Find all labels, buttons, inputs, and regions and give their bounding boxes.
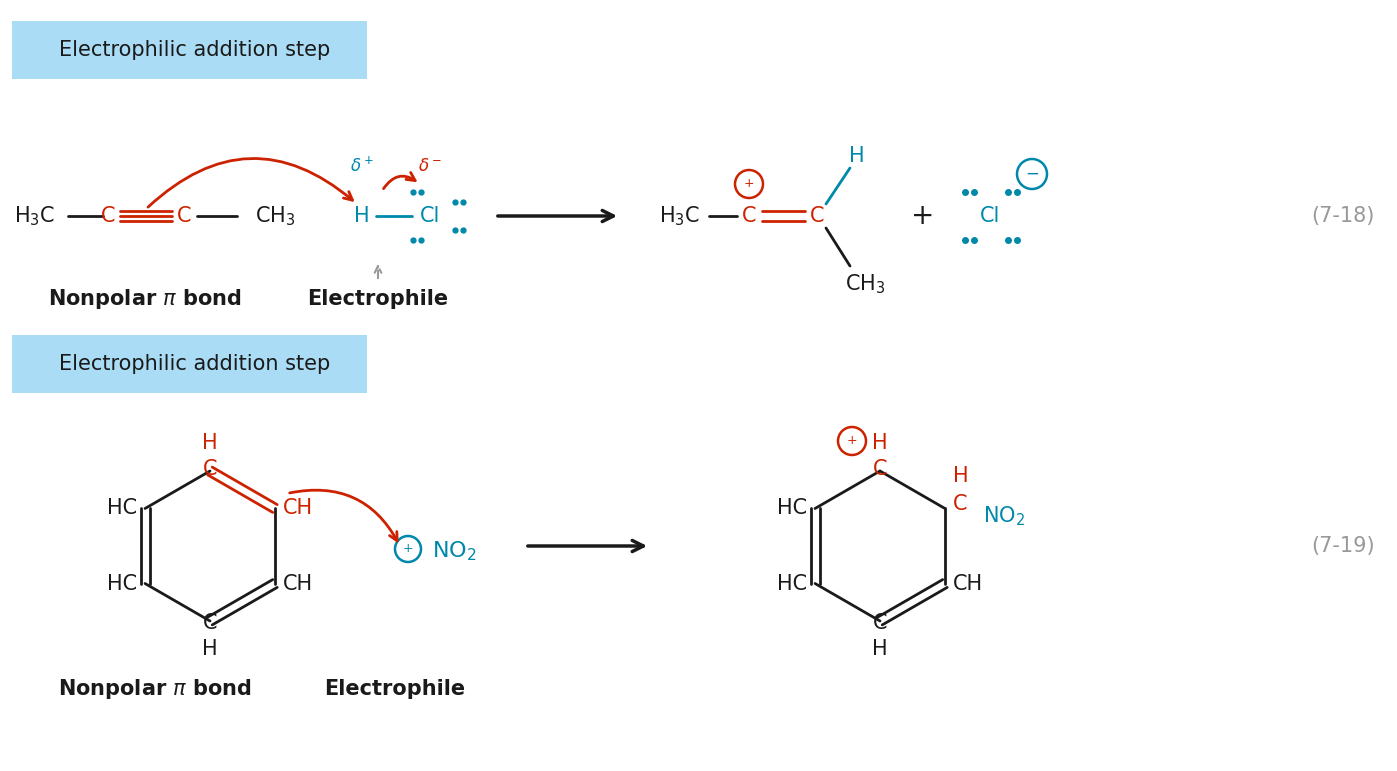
Text: NO$_2$: NO$_2$ <box>432 539 476 563</box>
Text: HC: HC <box>777 499 807 519</box>
Text: Cl: Cl <box>979 206 1000 226</box>
FancyBboxPatch shape <box>13 335 367 393</box>
Text: C: C <box>101 206 115 226</box>
Text: CH: CH <box>284 574 313 594</box>
Text: H$_3$C: H$_3$C <box>14 204 54 227</box>
Text: (7-18): (7-18) <box>1312 206 1375 226</box>
Text: H: H <box>872 639 888 659</box>
Text: C: C <box>203 613 218 633</box>
Text: H: H <box>849 146 865 166</box>
Text: Nonpolar $\pi$ bond: Nonpolar $\pi$ bond <box>59 677 251 701</box>
Text: $\delta^+$: $\delta^+$ <box>349 157 374 176</box>
Text: $\delta^-$: $\delta^-$ <box>418 157 441 175</box>
Text: HC: HC <box>108 574 137 594</box>
Text: C: C <box>810 206 824 226</box>
FancyBboxPatch shape <box>13 21 367 79</box>
Text: H: H <box>953 466 968 487</box>
Text: C: C <box>873 459 887 479</box>
Text: Nonpolar $\pi$ bond: Nonpolar $\pi$ bond <box>47 287 242 311</box>
Text: CH: CH <box>284 499 313 519</box>
Text: +: + <box>911 202 935 230</box>
Text: H: H <box>355 206 370 226</box>
Text: (7-19): (7-19) <box>1312 536 1375 556</box>
Text: H: H <box>872 433 888 453</box>
Text: H: H <box>203 639 218 659</box>
Text: C: C <box>873 613 887 633</box>
Text: +: + <box>402 543 414 555</box>
Text: Electrophile: Electrophile <box>307 289 448 309</box>
Text: +: + <box>847 435 858 447</box>
Text: HC: HC <box>777 574 807 594</box>
Text: C: C <box>742 206 756 226</box>
Text: C: C <box>953 493 968 513</box>
Text: Electrophilic addition step: Electrophilic addition step <box>60 40 331 60</box>
Text: CH$_3$: CH$_3$ <box>845 272 886 296</box>
Text: C: C <box>203 459 218 479</box>
Text: H: H <box>203 433 218 453</box>
Text: NO$_2$: NO$_2$ <box>983 505 1025 528</box>
Text: Electrophile: Electrophile <box>324 679 465 699</box>
Text: −: − <box>1025 165 1039 183</box>
Text: +: + <box>743 177 754 190</box>
Text: H$_3$C: H$_3$C <box>659 204 700 227</box>
Text: Electrophilic addition step: Electrophilic addition step <box>60 354 331 374</box>
Text: HC: HC <box>108 499 137 519</box>
Text: C: C <box>177 206 191 226</box>
Text: CH$_3$: CH$_3$ <box>256 204 296 227</box>
Text: Cl: Cl <box>420 206 440 226</box>
Text: CH: CH <box>953 574 983 594</box>
